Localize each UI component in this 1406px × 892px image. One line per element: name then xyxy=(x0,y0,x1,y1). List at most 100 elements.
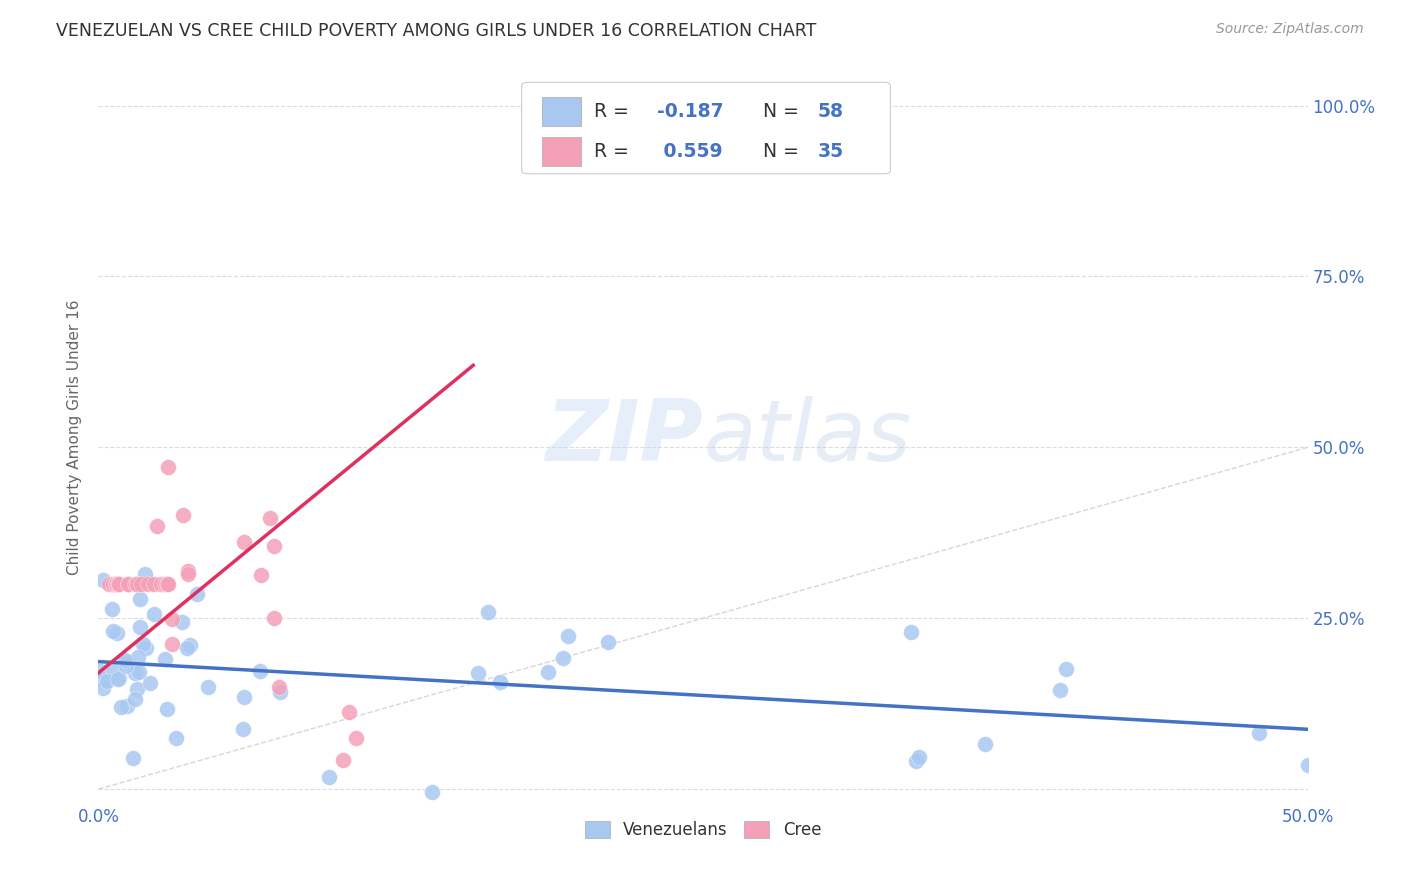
Point xyxy=(150,577,173,591)
Point xyxy=(91,681,114,695)
Point xyxy=(1249,725,1271,739)
Point xyxy=(153,577,176,591)
Point xyxy=(103,663,125,677)
Text: N =: N = xyxy=(751,102,806,120)
Point xyxy=(110,700,132,714)
Point xyxy=(905,754,928,768)
Point xyxy=(250,568,273,582)
Point xyxy=(232,723,254,737)
Text: ZIP: ZIP xyxy=(546,395,703,479)
Point xyxy=(157,577,180,591)
Point xyxy=(117,577,139,591)
Point xyxy=(134,566,156,581)
Point xyxy=(128,665,150,680)
Point xyxy=(596,635,619,649)
Point xyxy=(101,602,124,616)
Point xyxy=(139,676,162,690)
Point xyxy=(551,650,574,665)
Point xyxy=(129,592,152,607)
Text: R =: R = xyxy=(595,142,636,161)
Point xyxy=(143,577,166,591)
Point xyxy=(179,638,201,652)
Point xyxy=(172,508,194,522)
Point xyxy=(488,675,510,690)
Point xyxy=(104,577,127,591)
FancyBboxPatch shape xyxy=(543,137,581,166)
Point xyxy=(176,640,198,655)
Point xyxy=(232,690,254,705)
Point xyxy=(125,682,148,697)
Point xyxy=(124,665,146,680)
Text: 58: 58 xyxy=(818,102,844,120)
Point xyxy=(145,519,167,533)
Point xyxy=(108,671,131,685)
Point xyxy=(156,577,179,591)
Point xyxy=(101,624,124,638)
Point xyxy=(117,577,139,591)
Point xyxy=(91,573,114,587)
Point xyxy=(89,664,111,678)
Point xyxy=(420,785,443,799)
Point xyxy=(908,750,931,764)
Legend: Venezuelans, Cree: Venezuelans, Cree xyxy=(578,814,828,846)
Point xyxy=(249,664,271,678)
Point xyxy=(1054,662,1077,676)
Point xyxy=(197,680,219,694)
Point xyxy=(107,672,129,686)
Point xyxy=(125,577,148,591)
Text: 0.559: 0.559 xyxy=(657,142,723,161)
Text: VENEZUELAN VS CREE CHILD POVERTY AMONG GIRLS UNDER 16 CORRELATION CHART: VENEZUELAN VS CREE CHILD POVERTY AMONG G… xyxy=(56,22,817,40)
Point xyxy=(114,653,136,667)
Point xyxy=(263,611,285,625)
FancyBboxPatch shape xyxy=(522,82,890,174)
Point xyxy=(186,587,208,601)
Point xyxy=(477,605,499,619)
Point xyxy=(156,702,179,716)
Point xyxy=(160,637,183,651)
Text: -0.187: -0.187 xyxy=(657,102,724,120)
Point xyxy=(127,650,149,665)
Point xyxy=(96,674,118,689)
Y-axis label: Child Poverty Among Girls Under 16: Child Poverty Among Girls Under 16 xyxy=(67,300,83,574)
Text: atlas: atlas xyxy=(703,395,911,479)
Point xyxy=(91,673,114,687)
Point xyxy=(318,770,340,784)
Point xyxy=(557,629,579,643)
Point xyxy=(135,641,157,656)
Point xyxy=(108,577,131,591)
Point xyxy=(337,705,360,719)
Text: Source: ZipAtlas.com: Source: ZipAtlas.com xyxy=(1216,22,1364,37)
Point xyxy=(105,626,128,640)
Point xyxy=(124,692,146,706)
Point xyxy=(467,665,489,680)
Point xyxy=(132,637,155,651)
Point xyxy=(536,665,558,680)
Point xyxy=(136,577,159,591)
Point xyxy=(107,577,129,591)
FancyBboxPatch shape xyxy=(543,96,581,126)
Point xyxy=(155,652,177,666)
Point xyxy=(900,624,922,639)
Point xyxy=(117,698,139,713)
Point xyxy=(177,566,200,581)
Point xyxy=(269,684,291,698)
Point xyxy=(115,656,138,670)
Point xyxy=(142,607,165,621)
Point xyxy=(263,539,285,553)
Point xyxy=(172,615,194,629)
Point xyxy=(344,731,367,746)
Point xyxy=(98,577,121,591)
Point xyxy=(160,612,183,626)
Point xyxy=(267,680,290,694)
Text: 35: 35 xyxy=(818,142,844,161)
Point xyxy=(332,753,354,767)
Point xyxy=(105,577,128,591)
Point xyxy=(156,459,179,474)
Point xyxy=(131,577,153,591)
Point xyxy=(973,737,995,751)
Point xyxy=(259,510,281,524)
Point xyxy=(105,577,128,591)
Point xyxy=(129,620,152,634)
Point xyxy=(127,577,149,591)
Text: N =: N = xyxy=(751,142,806,161)
